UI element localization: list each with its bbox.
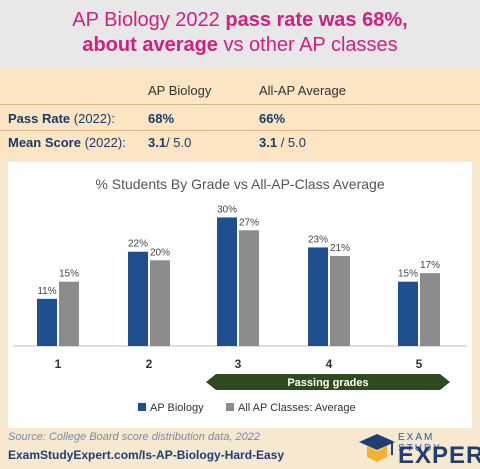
data-label-ap-biology-grade-1: 11%: [37, 286, 56, 297]
logo-text-top: EXAM STUDY: [398, 432, 442, 454]
stats-col-ap-biology: AP Biology: [148, 83, 212, 98]
logo-text-main: EXPERT: [398, 442, 480, 469]
data-label-ap-biology-grade-5: 15%: [398, 269, 418, 280]
graduation-cap-icon: [359, 434, 395, 462]
x-tick-label-2: 2: [146, 357, 153, 371]
headline: AP Biology 2022 pass rate was 68%, about…: [0, 0, 480, 68]
x-tick-label-3: 3: [235, 357, 242, 371]
grade-distribution-chart: 11%15%122%20%230%27%323%21%415%17%5Passi…: [13, 204, 467, 414]
passing-grades-label: Passing grades: [287, 377, 368, 389]
brand-logo: EXAM STUDY EXPERT: [358, 430, 480, 469]
bar-ap-biology-grade-1: [37, 298, 57, 346]
passing-grades-arrow: [206, 374, 450, 390]
headline-text: vs other AP classes: [217, 34, 398, 56]
legend-label-all-ap-average: All AP Classes: Average: [238, 402, 356, 414]
stats-row-mean-score: Mean Score (2022): 3.1/ 5.0 3.1 / 5.0: [0, 131, 480, 155]
stats-table: AP Biology All-AP Average Pass Rate (202…: [0, 68, 480, 160]
data-label-all-ap-average-grade-1: 15%: [59, 269, 79, 280]
chart-panel: % Students By Grade vs All-AP-Class Aver…: [8, 162, 472, 428]
row-label: Mean Score (2022):: [8, 135, 126, 150]
ap-biology-value: 3.1/ 5.0: [148, 135, 192, 150]
bar-all-ap-average-grade-2: [150, 260, 170, 346]
row-label: Pass Rate (2022):: [8, 111, 115, 126]
legend-label-ap-biology: AP Biology: [150, 402, 204, 414]
x-tick-label-1: 1: [55, 357, 62, 371]
bar-ap-biology-grade-2: [128, 251, 148, 346]
source-url[interactable]: ExamStudyExpert.com/Is-AP-Biology-Hard-E…: [8, 448, 285, 462]
bar-ap-biology-grade-3: [217, 217, 237, 346]
headline-emphasis: pass rate was 68%,: [225, 9, 408, 31]
stats-row-pass-rate: Pass Rate (2022): 68% 66%: [0, 107, 480, 131]
headline-emphasis: about average: [82, 34, 218, 56]
divider: [0, 130, 480, 131]
headline-line-1: AP Biology 2022 pass rate was 68%,: [0, 8, 480, 33]
bar-all-ap-average-grade-3: [239, 230, 259, 346]
data-label-ap-biology-grade-3: 30%: [217, 204, 237, 215]
divider: [0, 104, 480, 105]
ap-biology-value: 68%: [148, 111, 175, 126]
legend-swatch-ap-biology: [138, 403, 146, 411]
bar-all-ap-average-grade-1: [59, 281, 79, 346]
legend-swatch-all-ap-average: [226, 403, 234, 411]
stats-col-all-ap: All-AP Average: [259, 83, 346, 98]
headline-line-2: about average vs other AP classes: [0, 33, 480, 58]
footer: Source: College Board score distribution…: [0, 428, 480, 469]
data-label-all-ap-average-grade-4: 21%: [330, 243, 350, 254]
data-label-all-ap-average-grade-5: 17%: [420, 260, 440, 271]
all-ap-value: 66%: [259, 111, 286, 126]
all-ap-value: 3.1 / 5.0: [259, 135, 306, 150]
x-tick-label-4: 4: [326, 357, 333, 371]
source-note: Source: College Board score distribution…: [8, 431, 260, 443]
bar-all-ap-average-grade-4: [330, 256, 350, 346]
headline-text: AP Biology 2022: [72, 9, 226, 31]
data-label-all-ap-average-grade-3: 27%: [239, 217, 259, 228]
chart-title: % Students By Grade vs All-AP-Class Aver…: [95, 176, 385, 192]
data-label-ap-biology-grade-2: 22%: [128, 239, 148, 250]
x-tick-label-5: 5: [416, 357, 423, 371]
data-label-ap-biology-grade-4: 23%: [308, 234, 328, 245]
bar-all-ap-average-grade-5: [420, 273, 440, 346]
bar-ap-biology-grade-4: [308, 247, 328, 346]
data-label-all-ap-average-grade-2: 20%: [150, 247, 170, 258]
bar-ap-biology-grade-5: [398, 281, 418, 346]
